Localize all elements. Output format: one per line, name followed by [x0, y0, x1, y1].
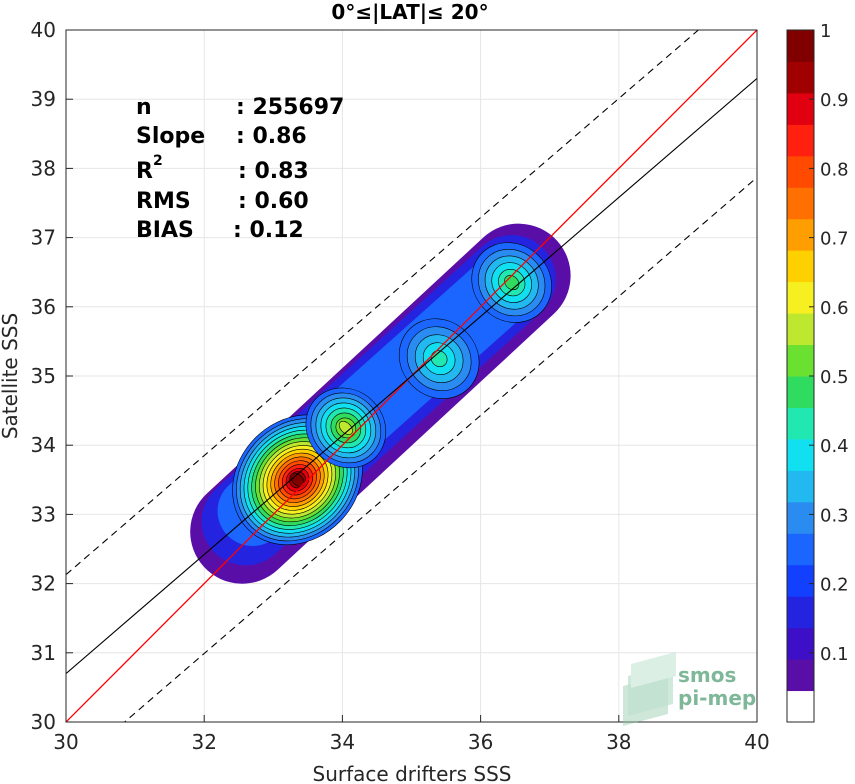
colorbar-tick-label: 0.1 [820, 644, 849, 665]
x-tick-label: 32 [191, 730, 216, 754]
colorbar-tick-label: 0.6 [820, 298, 849, 319]
y-tick-label: 34 [31, 433, 56, 457]
colorbar-segment [787, 344, 814, 377]
fit-lower-dashed-line [123, 176, 757, 722]
x-tick-label: 34 [330, 730, 355, 754]
y-tick-label: 36 [31, 295, 56, 319]
stat-n-label: n [136, 95, 152, 120]
x-axis-label: Surface drifters SSS [313, 762, 512, 784]
colorbar-segment [787, 155, 814, 188]
x-axis-ticks: 30 32 34 36 38 40 [53, 715, 770, 754]
colorbar-segment [787, 61, 814, 94]
colorbar-tick-label: 0.8 [820, 159, 849, 180]
y-tick-label: 40 [31, 18, 56, 42]
stat-r2-value: : 0.83 [238, 159, 309, 184]
density-peak-ring [338, 420, 353, 435]
stat-bias-value: : 0.12 [233, 218, 304, 243]
colorbar-segment [787, 596, 814, 629]
colorbar-segment [787, 218, 814, 251]
x-tick-label: 30 [53, 730, 78, 754]
y-tick-label: 33 [31, 502, 56, 526]
y-tick-label: 30 [31, 710, 56, 734]
colorbar-segment [787, 470, 814, 503]
y-tick-label: 31 [31, 641, 56, 665]
colorbar-segment [787, 92, 814, 125]
colorbar-segment [787, 438, 814, 471]
stat-slope-label: Slope [136, 124, 205, 149]
colorbar-segment [787, 30, 814, 62]
colorbar-ticks: 0.1 0.2 0.3 0.4 0.5 0.6 0.7 0.8 0.9 1 [809, 21, 849, 665]
colorbar-segment [787, 281, 814, 314]
colorbar-segment [787, 659, 814, 692]
colorbar-segment [787, 124, 814, 157]
colorbar-segment [787, 690, 814, 723]
colorbar-segment [787, 501, 814, 534]
logo-wave-icon [623, 652, 676, 726]
chart-title: 0°≤|LAT|≤ 20° [331, 0, 488, 24]
stat-bias-label: BIAS [136, 218, 194, 243]
stat-rms-value: : 0.60 [238, 189, 309, 214]
smos-pimep-logo: smos pi-mep [623, 652, 756, 726]
stats-block: n : 255697 Slope : 0.86 R 2 : 0.83 RMS :… [136, 95, 344, 243]
stat-n-value: : 255697 [236, 95, 344, 120]
colorbar-tick-label: 1 [820, 21, 831, 42]
stat-r2-sup: 2 [153, 153, 163, 169]
colorbar-segment [787, 313, 814, 346]
y-tick-label: 39 [31, 87, 56, 111]
colorbar [787, 30, 814, 723]
x-tick-label: 40 [744, 730, 769, 754]
colorbar-tick-label: 0.4 [820, 436, 849, 457]
stat-rms-label: RMS [136, 189, 191, 214]
colorbar-tick-label: 0.5 [820, 367, 849, 388]
reference-lines [66, 30, 757, 722]
y-tick-label: 32 [31, 572, 56, 596]
colorbar-tick-label: 0.7 [820, 229, 849, 250]
density-peak-ring [430, 350, 448, 367]
stat-r2-label: R [136, 159, 153, 184]
fit-line [66, 78, 757, 674]
y-axis-ticks: 30 31 32 33 34 35 36 37 38 39 40 [31, 18, 73, 734]
colorbar-segment [787, 250, 814, 283]
colorbar-segment [787, 376, 814, 408]
colorbar-segment [787, 627, 814, 660]
colorbar-tick-label: 0.3 [820, 505, 849, 526]
colorbar-tick-label: 0.9 [820, 90, 849, 111]
y-tick-label: 35 [31, 364, 56, 388]
y-tick-label: 37 [31, 226, 56, 250]
colorbar-segment [787, 533, 814, 566]
colorbar-segment [787, 187, 814, 220]
colorbar-segment [787, 407, 814, 440]
colorbar-tick-label: 0.2 [820, 575, 849, 596]
colorbar-segment [787, 564, 814, 597]
logo-line2: pi-mep [678, 686, 756, 710]
y-tick-label: 38 [31, 156, 56, 180]
logo-line1: smos [678, 663, 736, 687]
stat-slope-value: : 0.86 [236, 124, 307, 149]
fit-upper-dashed-line [66, 30, 700, 576]
x-tick-label: 36 [468, 730, 493, 754]
y-axis-label: Satellite SSS [0, 313, 22, 439]
x-tick-label: 38 [606, 730, 631, 754]
